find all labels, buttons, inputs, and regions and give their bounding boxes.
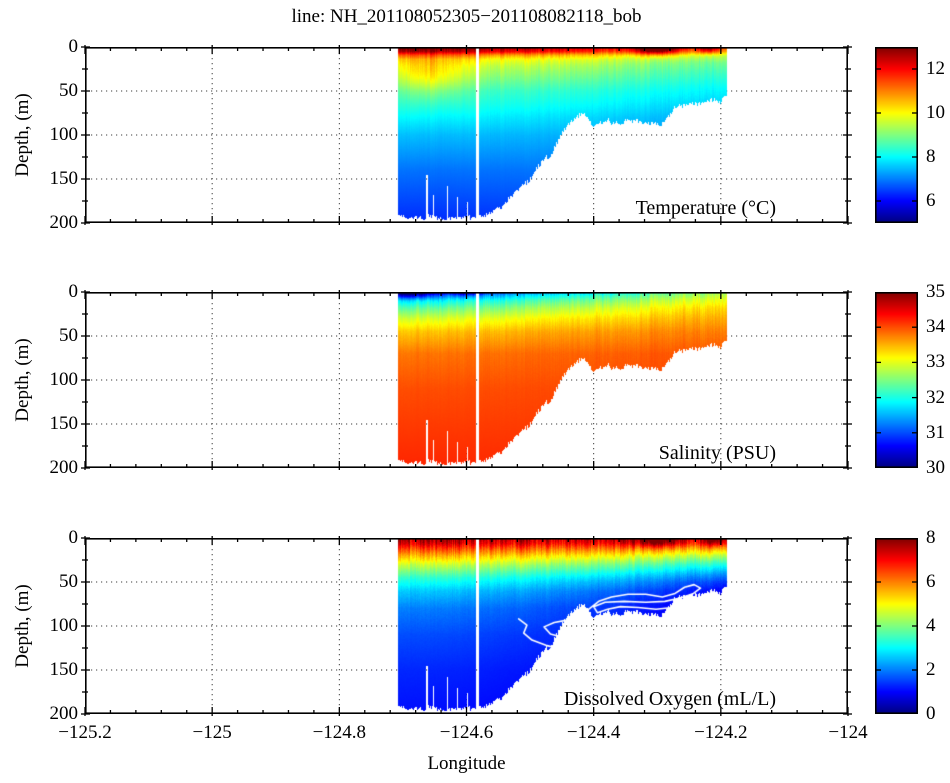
colorbar-tick-label: 10 [926, 102, 945, 123]
panel-label-dissolved-oxygen: Dissolved Oxygen (mL/L) [563, 688, 776, 710]
y-tick-label: 100 [49, 615, 79, 636]
panel-temperature: Depth, (m) Temperature (°C) 0 50 100 150 200 [12, 36, 852, 233]
axes-frame [81, 45, 852, 225]
y-tick-label: 50 [59, 80, 78, 101]
colorbar-frame [875, 538, 919, 714]
y-tick-label: 50 [59, 571, 78, 592]
y-tick-label: 200 [49, 457, 79, 478]
y-tick-label: 0 [68, 281, 79, 302]
dissolved-oxygen-heatmap [85, 538, 848, 714]
colorbar-tick-label: 0 [926, 703, 936, 724]
x-tick-label: −124.2 [694, 722, 748, 743]
panel-label-temperature: Temperature (°C) [635, 197, 776, 219]
colorbar-temperature: 6 8 10 12 [875, 47, 945, 223]
colorbar-frame [875, 292, 919, 468]
x-tick-label: −124.4 [566, 722, 621, 743]
axes-frame [81, 536, 852, 716]
colorbar-tick-label: 12 [926, 58, 945, 79]
x-tick-label: −124 [828, 722, 868, 743]
y-tick-label: 0 [68, 36, 79, 57]
x-tick-label: −125 [192, 722, 232, 743]
y-tick-label: 200 [49, 212, 79, 233]
panel-salinity: Depth, (m) Salinity (PSU) 0 50 100 150 200 [12, 281, 852, 478]
colorbar-frame [875, 47, 919, 223]
colorbar-salinity: 30 31 32 33 34 35 [875, 281, 945, 478]
salinity-heatmap [85, 292, 848, 468]
x-axis-label: Longitude [427, 753, 506, 774]
colorbar-tick-label: 30 [926, 457, 945, 478]
colorbar-tick-label: 6 [926, 571, 936, 592]
colorbar-tick-label: 8 [926, 527, 936, 548]
panel-label-salinity: Salinity (PSU) [658, 442, 776, 464]
y-tick-label: 150 [49, 413, 79, 434]
colorbar-tick-label: 8 [926, 146, 936, 167]
colorbar-gradient [875, 292, 918, 468]
colorbar-tick-label: 34 [926, 316, 945, 338]
axes-frame [81, 290, 852, 470]
y-tick-label: 100 [49, 124, 79, 145]
x-tick-label: −124.8 [312, 722, 367, 743]
colorbar-gradient [875, 47, 918, 223]
colorbar-tick-label: 33 [926, 351, 945, 373]
y-tick-label: 150 [49, 168, 79, 189]
colorbar-dissolved-oxygen: 0 2 4 6 8 [875, 527, 936, 724]
colorbar-tick-label: 32 [926, 386, 945, 408]
y-tick-label: 200 [49, 703, 79, 724]
panel-dissolved-oxygen: Depth, (m) Dissolved Oxygen (mL/L) 0 50 10… [12, 527, 868, 743]
y-tick-label: 50 [59, 325, 78, 346]
colorbar-tick-label: 6 [926, 190, 936, 211]
figure-title: line: NH_201108052305−201108082118_bob [291, 6, 642, 27]
colorbar-tick-label: 31 [926, 421, 945, 443]
x-tick-label: −124.6 [439, 722, 494, 743]
y-tick-label: 0 [68, 527, 79, 548]
colorbar-tick-label: 2 [926, 659, 936, 680]
y-tick-label: 100 [49, 369, 79, 390]
x-tick-label: −125.2 [58, 722, 112, 743]
colorbar-tick-label: 35 [926, 281, 945, 302]
colorbar-gradient [875, 538, 918, 714]
temperature-heatmap [85, 47, 848, 223]
colorbar-tick-label: 4 [926, 615, 936, 636]
y-tick-label: 150 [49, 659, 79, 680]
